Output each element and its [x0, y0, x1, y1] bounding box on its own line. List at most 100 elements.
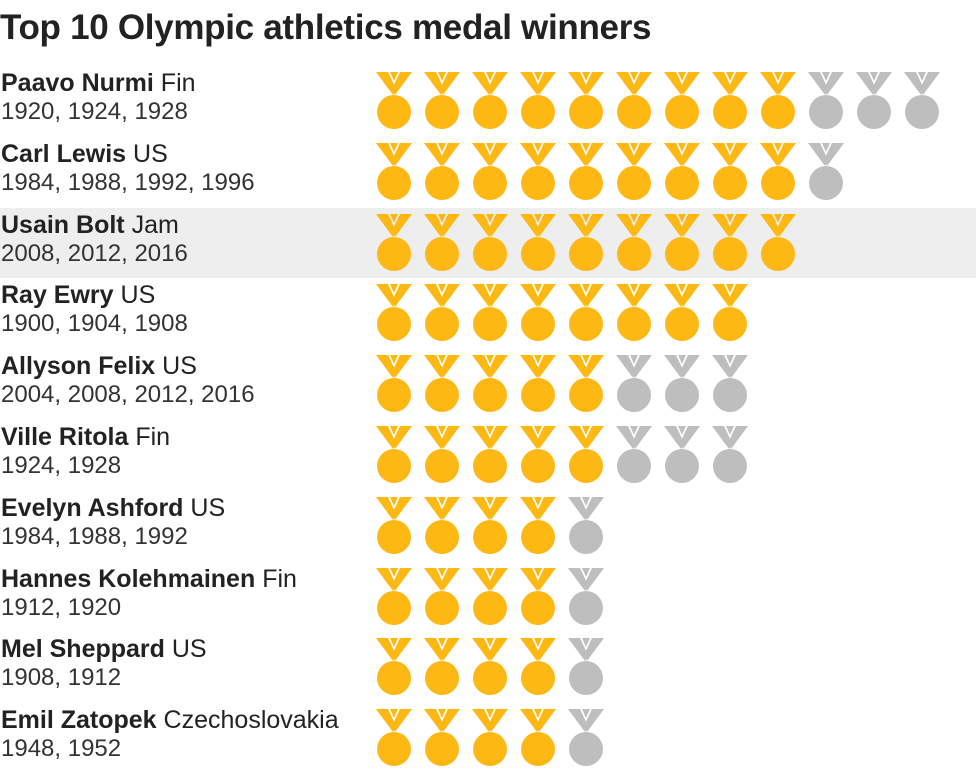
gold-medal-icon [376, 355, 412, 413]
medal-icons [376, 142, 844, 200]
athlete-info: Hannes Kolehmainen Fin 1912, 1920 [1, 564, 297, 622]
gold-medal-icon [424, 638, 460, 696]
gold-medal-icon [712, 213, 748, 271]
gold-medal-icon [472, 709, 508, 767]
gold-medal-icon [520, 638, 556, 696]
medal-icon [712, 355, 748, 413]
gold-medal-icon [568, 355, 604, 413]
athlete-rows: Paavo Nurmi Fin 1920, 1924, 1928 Carl Lewi… [0, 66, 976, 774]
gold-medal-icon [712, 142, 748, 200]
gold-medal-icon [520, 355, 556, 413]
gold-medal-icon [376, 142, 412, 200]
medal-icons [376, 567, 604, 625]
medal-icon [856, 72, 892, 129]
athlete-country: US [133, 139, 168, 168]
athlete-info: Usain Bolt Jam 2008, 2012, 2016 [1, 210, 188, 268]
gold-medal-icon [568, 284, 604, 342]
medal-icon [568, 496, 604, 554]
medal-icons [376, 213, 796, 271]
athlete-country: US [190, 493, 226, 522]
gold-medal-icon [472, 496, 508, 554]
gold-medal-icon [520, 567, 556, 625]
athlete-country: Fin [160, 69, 196, 97]
gold-medal-icon [472, 213, 508, 271]
gold-medal-icon [520, 709, 556, 767]
gold-medal-icon [760, 72, 796, 129]
gold-medal-icon [424, 425, 460, 483]
athlete-years: 2008, 2012, 2016 [1, 239, 188, 267]
athlete-country: US [162, 352, 197, 381]
gold-medal-icon [376, 638, 412, 696]
gold-medal-icon [376, 425, 412, 483]
gold-medal-icon [520, 425, 556, 483]
athlete-row: Allyson Felix US 2004, 2008, 2012, 2016 [0, 349, 976, 420]
medal-icon [904, 72, 940, 129]
athlete-info: Carl Lewis US 1984, 1988, 1992, 1996 [1, 139, 255, 197]
athlete-name: Usain Bolt [1, 210, 125, 239]
medal-icons [376, 284, 748, 342]
gold-medal-icon [520, 72, 556, 129]
athlete-years: 1920, 1924, 1928 [1, 98, 188, 125]
gold-medal-icon [616, 72, 652, 129]
medal-icon [568, 638, 604, 696]
gold-medal-icon [664, 213, 700, 271]
gold-medal-icon [376, 709, 412, 767]
gold-medal-icon [424, 213, 460, 271]
gold-medal-icon [472, 142, 508, 200]
athlete-info: Paavo Nurmi Fin 1920, 1924, 1928 [1, 68, 196, 126]
medal-icon [616, 425, 652, 483]
gold-medal-icon [664, 284, 700, 342]
medal-icon [568, 567, 604, 625]
gold-medal-icon [616, 142, 652, 200]
athlete-years: 1948, 1952 [1, 735, 122, 763]
athlete-info: Ray Ewry US 1900, 1904, 1908 [1, 280, 188, 338]
athlete-row: Ray Ewry US 1900, 1904, 1908 [0, 278, 976, 349]
gold-medal-icon [424, 284, 460, 342]
athlete-info: Allyson Felix US 2004, 2008, 2012, 2016 [1, 351, 255, 409]
medal-icon [808, 142, 844, 200]
athlete-country: Czechoslovakia [163, 706, 339, 735]
athlete-row: Carl Lewis US 1984, 1988, 1992, 1996 [0, 137, 976, 208]
gold-medal-icon [424, 496, 460, 554]
athlete-years: 2004, 2008, 2012, 2016 [1, 381, 255, 409]
gold-medal-icon [424, 142, 460, 200]
athlete-info: Evelyn Ashford US 1984, 1988, 1992 [1, 493, 225, 551]
gold-medal-icon [760, 142, 796, 200]
athlete-years: 1912, 1920 [1, 593, 122, 621]
gold-medal-icon [472, 638, 508, 696]
gold-medal-icon [424, 355, 460, 413]
athlete-row: Ville Ritola Fin 1924, 1928 [0, 420, 976, 491]
medal-icon [712, 425, 748, 483]
athlete-years: 1984, 1988, 1992 [1, 522, 188, 550]
medal-icons [376, 72, 940, 129]
medal-icons [376, 425, 748, 483]
athlete-info: Mel Sheppard US 1908, 1912 [1, 634, 207, 692]
medal-icons [376, 355, 748, 413]
gold-medal-icon [712, 284, 748, 342]
medal-icon [664, 425, 700, 483]
medal-icons [376, 709, 604, 767]
gold-medal-icon [376, 284, 412, 342]
athlete-name: Paavo Nurmi [1, 69, 154, 97]
athlete-name: Carl Lewis [1, 139, 127, 168]
gold-medal-icon [472, 284, 508, 342]
athlete-row: Emil Zatopek Czechoslovakia 1948, 1952 [0, 703, 976, 774]
gold-medal-icon [568, 72, 604, 129]
athlete-country: Jam [131, 210, 179, 239]
athlete-row: Paavo Nurmi Fin 1920, 1924, 1928 [0, 66, 976, 137]
gold-medal-icon [568, 425, 604, 483]
gold-medal-icon [520, 142, 556, 200]
medal-icons [376, 496, 604, 554]
gold-medal-icon [472, 72, 508, 129]
gold-medal-icon [568, 142, 604, 200]
athlete-years: 1900, 1904, 1908 [1, 310, 188, 338]
medal-icon [664, 355, 700, 413]
athlete-country: Fin [262, 564, 297, 593]
athlete-name: Mel Sheppard [1, 635, 165, 664]
athlete-row: Usain Bolt Jam 2008, 2012, 2016 [0, 207, 976, 279]
gold-medal-icon [472, 567, 508, 625]
athlete-years: 1984, 1988, 1992, 1996 [1, 168, 255, 196]
athlete-name: Hannes Kolehmainen [1, 564, 256, 593]
athlete-name: Ray Ewry [1, 281, 114, 310]
gold-medal-icon [520, 213, 556, 271]
